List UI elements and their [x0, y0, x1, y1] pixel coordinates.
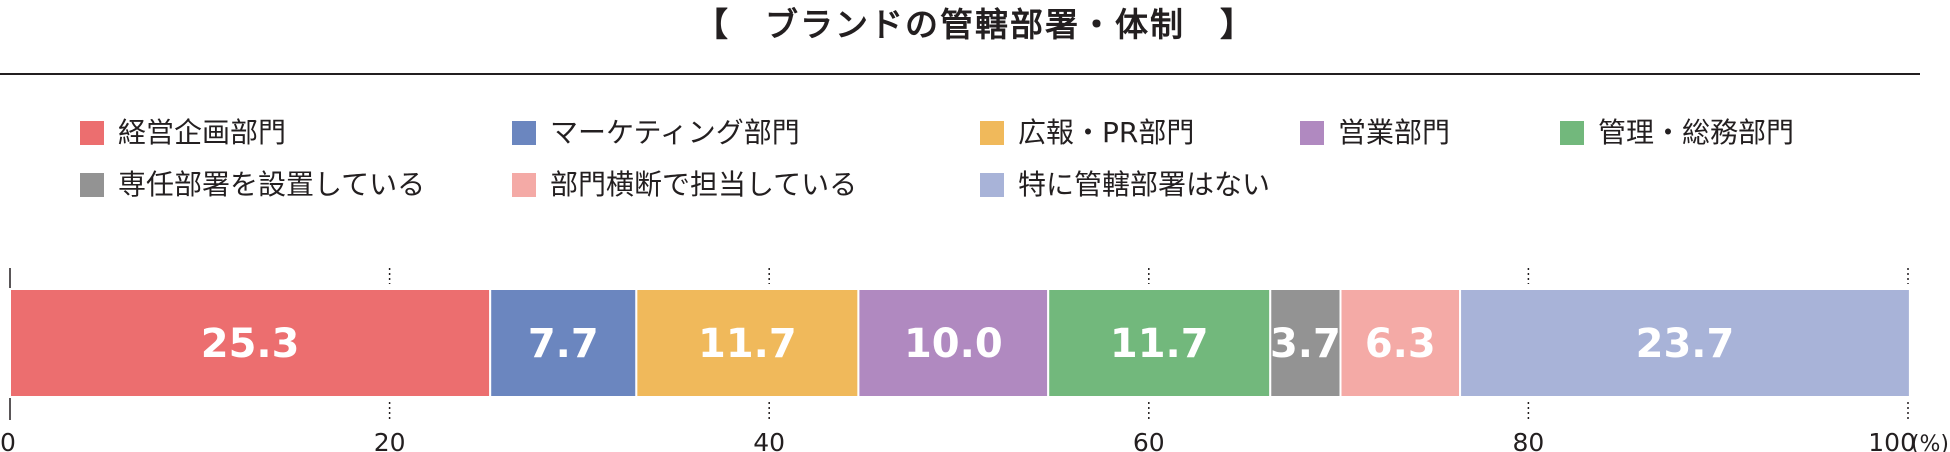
bar-segment [857, 288, 1050, 398]
legend-swatch [980, 173, 1004, 197]
legend-swatch [1300, 121, 1324, 145]
legend-item: 専任部署を設置している [80, 168, 425, 202]
x-tick-label: 0 [0, 428, 16, 452]
legend-label: 経営企画部門 [118, 116, 287, 149]
data-label: 11.7 [698, 321, 797, 367]
legend-item: 広報・PR部門 [980, 116, 1194, 150]
legend-swatch [980, 121, 1004, 145]
legend-label: 部門横断で担当している [550, 168, 858, 201]
legend-label: 広報・PR部門 [1018, 116, 1195, 149]
legend-swatch [512, 121, 536, 145]
legend-item: 経営企画部門 [80, 116, 286, 150]
legend-label: マーケティング部門 [550, 116, 800, 149]
legend-swatch [1560, 121, 1584, 145]
x-tick-label: 80 [1512, 428, 1544, 452]
legend-label: 専任部署を設置している [118, 168, 426, 201]
x-tick-label: 100 [1868, 428, 1916, 452]
legend-item: 部門横断で担当している [512, 168, 857, 202]
chart-title: 【 ブランドの管轄部署・体制 】 [695, 5, 1255, 44]
x-axis-unit: (%) [1911, 432, 1949, 452]
legend-swatch [80, 173, 104, 197]
data-label: 25.3 [201, 321, 300, 367]
legend-item: 特に管轄部署はない [980, 168, 1270, 202]
data-label: 7.7 [528, 321, 599, 367]
legend: 経営企画部門 マーケティング部門 広報・PR部門 営業部門 管理・総務部門専任部署を設置… [0, 0, 1950, 202]
legend-label: 営業部門 [1338, 116, 1451, 149]
x-tick-label: 20 [374, 428, 406, 452]
bar-segment [1047, 288, 1272, 398]
x-tick-label: 40 [753, 428, 785, 452]
legend-label: 管理・総務部門 [1598, 116, 1795, 149]
legend-item: 管理・総務部門 [1560, 116, 1794, 150]
bar-segment [9, 288, 492, 398]
x-tick-label: 60 [1133, 428, 1165, 452]
bar-segment [1459, 288, 1911, 398]
data-label: 23.7 [1636, 321, 1735, 367]
legend-label: 特に管轄部署はない [1018, 168, 1271, 201]
data-label: 10.0 [904, 321, 1003, 367]
data-label: 6.3 [1365, 321, 1436, 367]
data-label: 11.7 [1110, 321, 1209, 367]
legend-swatch [512, 173, 536, 197]
legend-item: マーケティング部門 [512, 116, 800, 150]
bar-segment [489, 288, 638, 398]
legend-swatch [80, 121, 104, 145]
title-divider [0, 73, 1920, 75]
legend-item: 営業部門 [1300, 116, 1450, 150]
data-label: 3.7 [1270, 321, 1341, 367]
bar-segment [635, 288, 860, 398]
